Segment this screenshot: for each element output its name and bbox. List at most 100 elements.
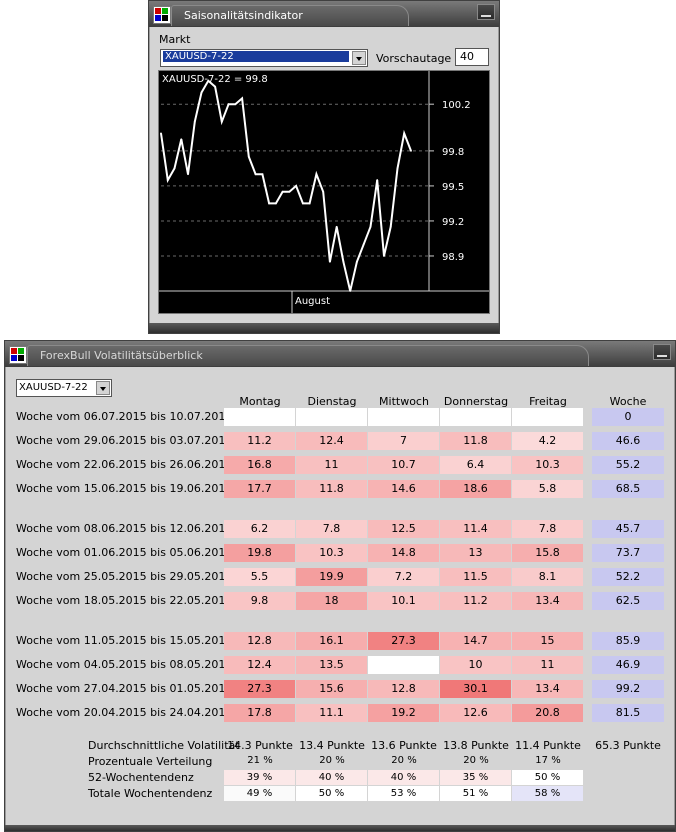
data-point (288, 190, 291, 193)
total-trend-value: 49 % (224, 786, 295, 801)
volatility-cell: 15 (512, 632, 583, 650)
volatility-cell: 10.7 (368, 456, 439, 474)
distribution-value: 20 % (391, 755, 417, 766)
data-point (295, 185, 298, 187)
chevron-down-icon[interactable] (96, 381, 110, 395)
week-total-cell: 52.2 (592, 568, 664, 586)
avg-volatility-value: 11.4 Punkte (515, 739, 581, 752)
distribution-value: 20 % (319, 755, 345, 766)
chevron-down-icon[interactable] (352, 51, 366, 65)
volatility-cell (440, 408, 511, 426)
volatility-cell: 19.8 (224, 544, 295, 562)
volatility-cell: 10.3 (296, 544, 367, 562)
data-point (180, 138, 183, 141)
week-total-cell: 62.5 (592, 592, 664, 610)
volatility-cell: 18.6 (440, 480, 511, 498)
distribution-value: 20 % (463, 755, 489, 766)
market-select[interactable]: XAUUSD-7-22 (160, 49, 368, 67)
avg-volatility-value: 13.6 Punkte (371, 739, 437, 752)
data-point (349, 290, 352, 292)
header-dienstag: Dienstag (307, 395, 357, 408)
week-total-cell: 85.9 (592, 632, 664, 650)
data-point (268, 202, 271, 205)
data-point (281, 190, 284, 193)
row-label: Woche vom 08.06.2015 bis 12.06.2015 (16, 522, 233, 535)
week-total-cell: 68.5 (592, 480, 664, 498)
data-point (261, 173, 264, 176)
total-trend-value: 53 % (368, 786, 439, 801)
markt-label: Markt (159, 33, 191, 46)
title-tab-2: ForexBull Volatilitätsüberblick (27, 345, 589, 366)
header-woche: Woche (609, 395, 647, 408)
volatility-cell (224, 408, 295, 426)
avg-volatility-value: 65.3 Punkte (595, 739, 661, 752)
minimize-icon-2[interactable] (653, 344, 671, 360)
data-point (329, 260, 331, 263)
data-point (160, 132, 162, 135)
row-label: Woche vom 25.05.2015 bis 29.05.2015 (16, 570, 233, 583)
minimize-icon[interactable] (477, 4, 495, 20)
volatility-market-value: XAUUSD-7-22 (19, 382, 88, 393)
data-point (193, 120, 196, 123)
volatility-cell: 8.1 (512, 568, 583, 586)
vorschautage-input[interactable]: 40 (455, 48, 489, 66)
volatility-cell: 12.5 (368, 520, 439, 538)
app-icon-2 (9, 346, 27, 364)
volatility-cell: 9.8 (224, 592, 295, 610)
volatility-cell: 20.8 (512, 704, 583, 722)
week-total-cell: 55.2 (592, 456, 664, 474)
volatility-cell (368, 656, 439, 674)
volatility-cell: 12.4 (296, 432, 367, 450)
volatility-cell: 10.3 (512, 456, 583, 474)
series-line (160, 79, 412, 292)
volatility-cell: 11.4 (440, 520, 511, 538)
volatility-cell: 11.5 (440, 568, 511, 586)
window-title: Saisonalitätsindikator (184, 9, 303, 22)
data-point (376, 179, 379, 181)
title-tab: Saisonalitätsindikator (171, 5, 409, 26)
row-label: Woche vom 15.06.2015 bis 19.06.2015 (16, 482, 233, 495)
data-point (335, 225, 338, 228)
title-bar-2[interactable]: ForexBull Volatilitätsüberblick (5, 341, 675, 367)
vorschautage-label: Vorschautage (376, 52, 452, 65)
y-tick-label: 99.8 (442, 147, 464, 158)
dist-label: Prozentuale Verteilung (88, 755, 213, 768)
volatility-cell: 7.2 (368, 568, 439, 586)
volatility-cell: 19.9 (296, 568, 367, 586)
volatility-market-select[interactable]: XAUUSD-7-22 (16, 379, 112, 397)
row-label: Woche vom 06.07.2015 bis 10.07.2015 (16, 410, 233, 423)
week-total-cell: 45.7 (592, 520, 664, 538)
volatility-cell: 19.2 (368, 704, 439, 722)
row-label: Woche vom 29.06.2015 bis 03.07.2015 (16, 434, 233, 447)
y-tick-label: 100.2 (442, 100, 471, 111)
trend52-value: 50 % (512, 770, 583, 785)
y-tick-label: 99.5 (442, 182, 464, 193)
data-point (187, 173, 189, 176)
window-title-2: ForexBull Volatilitätsüberblick (40, 349, 203, 362)
data-point (173, 167, 176, 170)
volatility-cell: 11.8 (440, 432, 511, 450)
volatility-cell: 14.8 (368, 544, 439, 562)
volatility-cell: 6.4 (440, 456, 511, 474)
week-total-cell: 46.6 (592, 432, 664, 450)
y-tick-label: 99.2 (442, 217, 464, 228)
header-donnerstag: Donnerstag (443, 395, 509, 408)
volatility-cell: 13.4 (512, 592, 583, 610)
total-label: Totale Wochentendenz (88, 787, 213, 800)
week-total-cell: 46.9 (592, 656, 664, 674)
distribution-value: 21 % (247, 755, 273, 766)
title-bar[interactable]: Saisonalitätsindikator (149, 1, 499, 27)
data-point (220, 120, 223, 123)
row-label: Woche vom 20.04.2015 bis 24.04.2015 (16, 706, 233, 719)
header-mittwoch: Mittwoch (379, 395, 429, 408)
row-label: Woche vom 18.05.2015 bis 22.05.2015 (16, 594, 233, 607)
volatility-cell: 10.1 (368, 592, 439, 610)
volatility-cell: 15.8 (512, 544, 583, 562)
total-trend-value: 50 % (296, 786, 367, 801)
data-point (214, 85, 216, 88)
data-point (403, 132, 406, 135)
data-point (254, 173, 257, 176)
data-point (383, 255, 385, 257)
row-label: Woche vom 11.05.2015 bis 15.05.2015 (16, 634, 233, 647)
volatility-cell: 7.8 (296, 520, 367, 538)
